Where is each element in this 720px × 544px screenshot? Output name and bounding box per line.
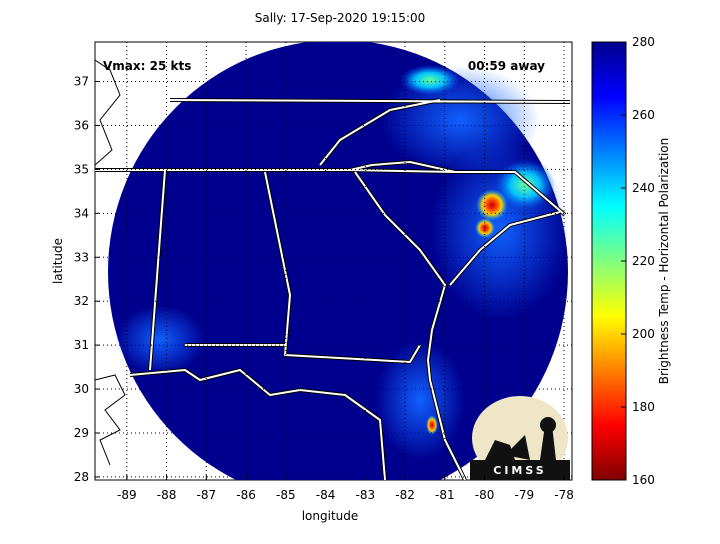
map-layer — [95, 42, 571, 480]
y-tick-label: 29 — [74, 426, 89, 440]
colorbar-tick-label: 200 — [632, 327, 655, 341]
x-tick-label: -88 — [157, 488, 177, 502]
x-tick-label: -80 — [475, 488, 495, 502]
x-tick-label: -83 — [355, 488, 375, 502]
state-borders — [95, 59, 571, 480]
annotation-time: 00:59 away — [468, 59, 545, 73]
y-tick-label: 35 — [74, 162, 89, 176]
y-tick-label: 30 — [74, 382, 89, 396]
x-tick-label: -79 — [514, 488, 534, 502]
x-tick-label: -82 — [395, 488, 415, 502]
swath-feature — [426, 415, 438, 435]
logo: CIMSS — [470, 396, 570, 480]
logo-text: CIMSS — [493, 464, 546, 477]
y-tick-label: 31 — [74, 338, 89, 352]
annotation-vmax: Vmax: 25 kts — [103, 59, 191, 73]
y-tick-label: 37 — [74, 75, 89, 89]
y-tick-label: 34 — [74, 206, 89, 220]
x-tick-label: -86 — [236, 488, 256, 502]
y-tick-label: 32 — [74, 294, 89, 308]
colorbar-tick-label: 260 — [632, 108, 655, 122]
title: Sally: 17-Sep-2020 19:15:00 — [255, 11, 426, 25]
y-tick-label: 28 — [74, 470, 89, 484]
swath-feature — [430, 140, 570, 320]
y-axis-label: latitude — [51, 238, 65, 284]
colorbar-tick-label: 160 — [632, 473, 655, 487]
x-tick-label: -81 — [435, 488, 455, 502]
swath-feature — [115, 305, 205, 375]
swath-feature — [476, 189, 508, 221]
y-tick-label: 33 — [74, 250, 89, 264]
x-tick-label: -87 — [196, 488, 216, 502]
colorbar-label: Brightness Temp - Horizontal Polarizatio… — [657, 138, 671, 385]
colorbar-tick-label: 220 — [632, 254, 655, 268]
colorbar — [591, 41, 627, 481]
colorbar-tick-label: 280 — [632, 35, 655, 49]
x-tick-label: -78 — [554, 488, 574, 502]
colorbar-tick-label: 240 — [632, 181, 655, 195]
swath-feature — [475, 218, 495, 238]
x-tick-label: -89 — [117, 488, 137, 502]
x-tick-label: -84 — [316, 488, 336, 502]
swath-feature — [375, 340, 465, 460]
swath-feature — [400, 65, 460, 95]
y-tick-label: 36 — [74, 118, 89, 132]
x-axis-label: longitude — [302, 509, 359, 523]
colorbar-tick-label: 180 — [632, 400, 655, 414]
x-tick-label: -85 — [276, 488, 296, 502]
